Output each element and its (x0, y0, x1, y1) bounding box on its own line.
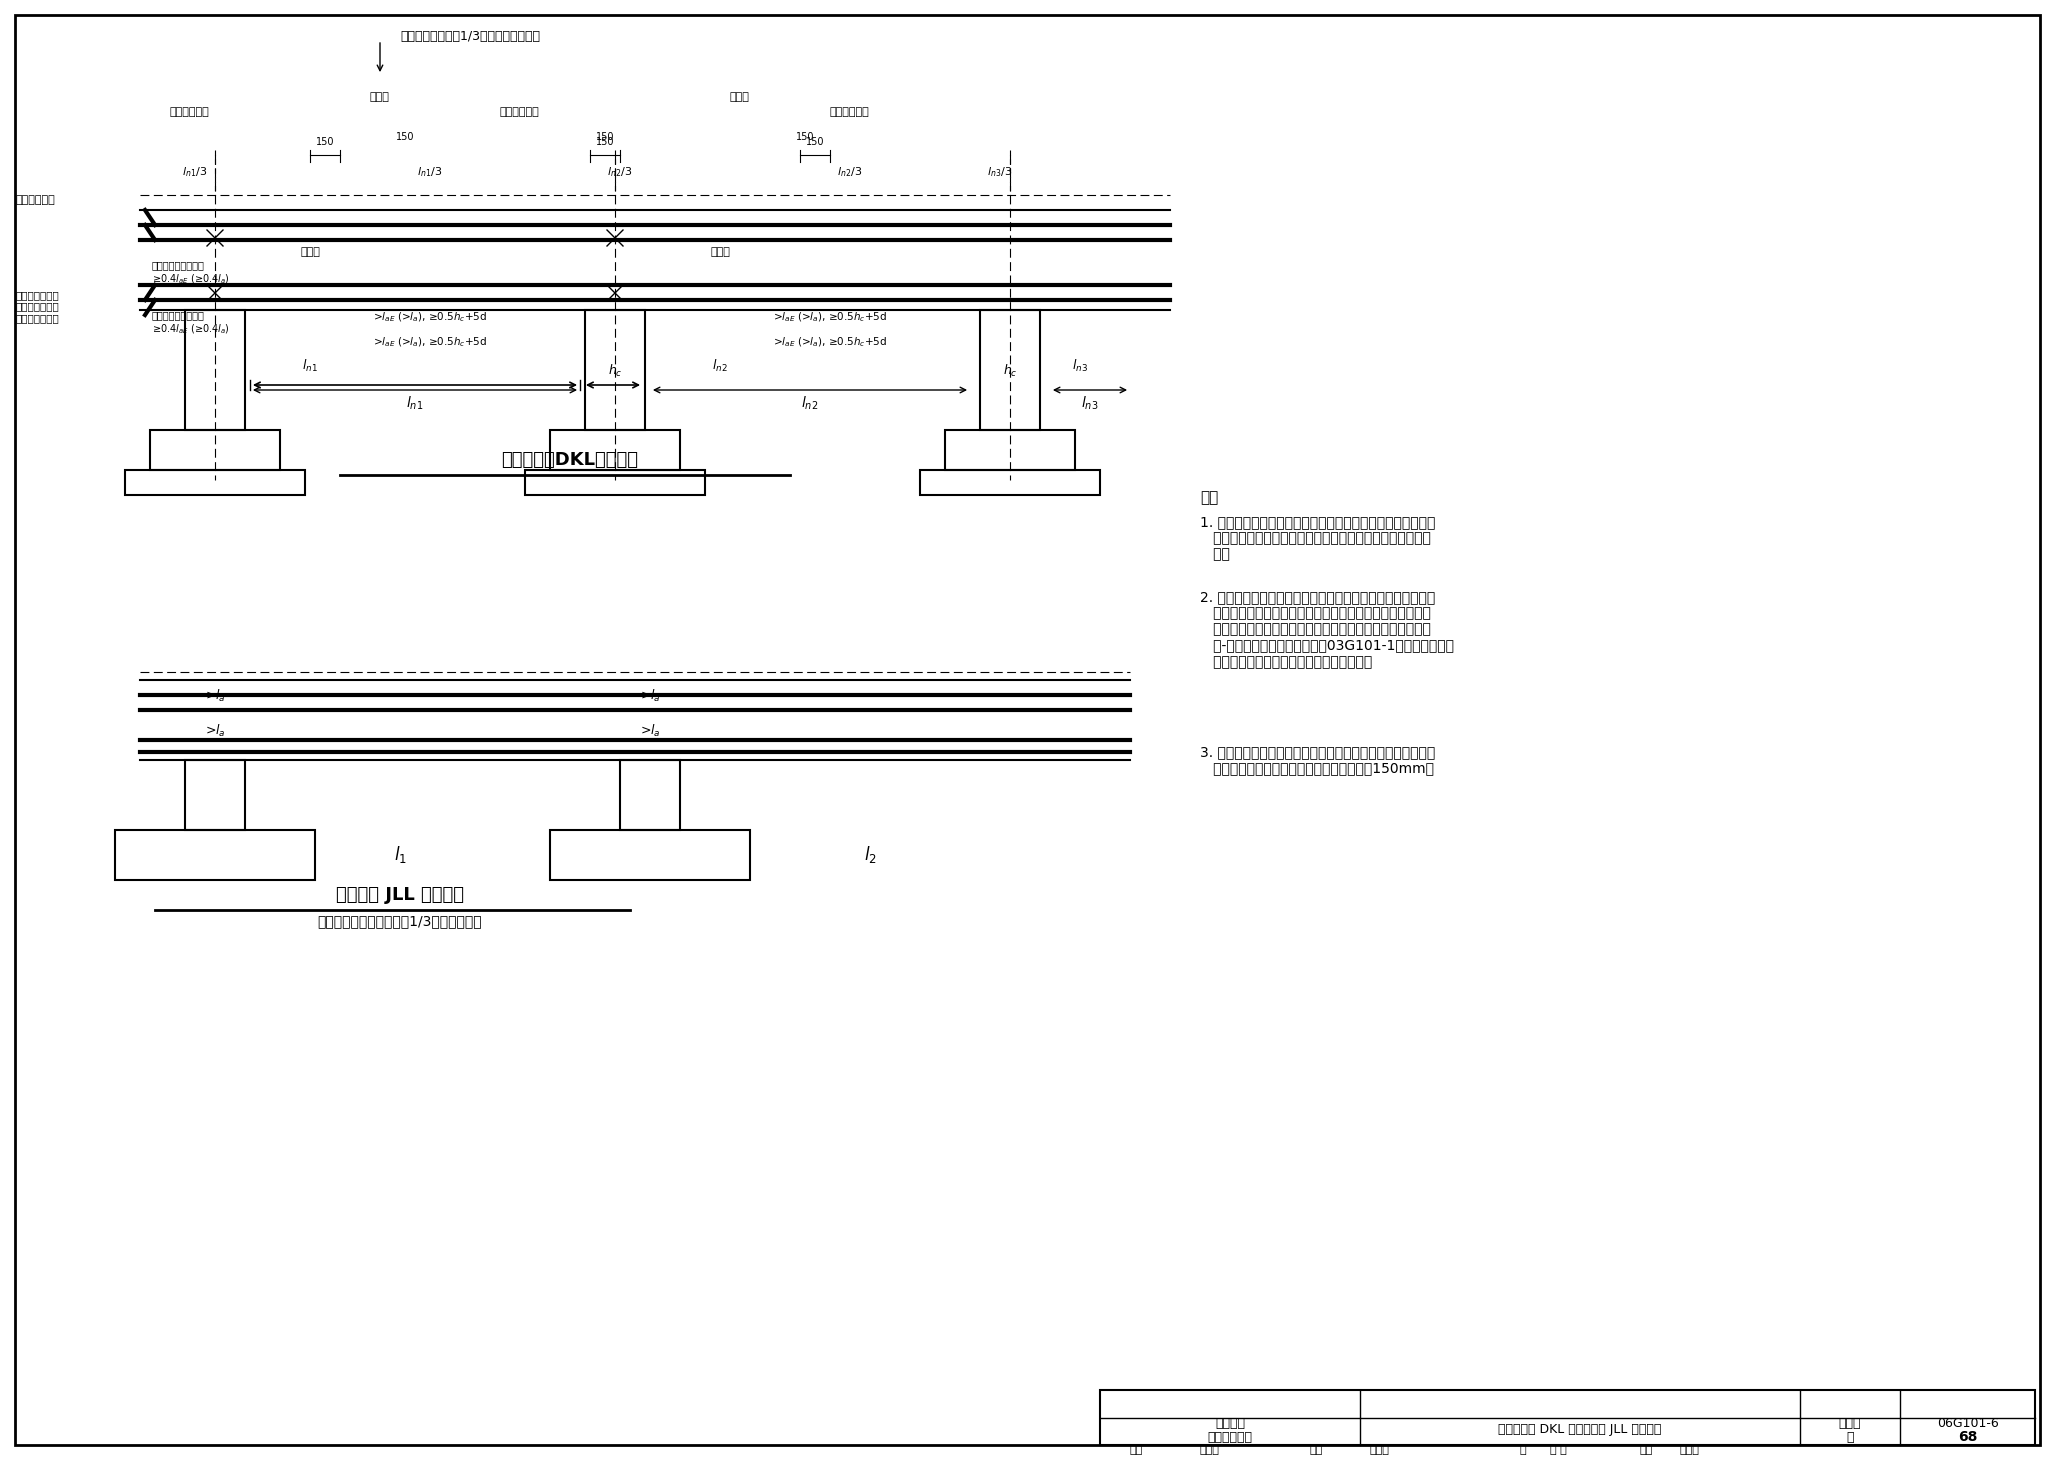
Text: 第二部分: 第二部分 (1214, 1418, 1245, 1429)
Text: 150: 150 (596, 133, 614, 141)
Text: （梁上部纵筋也可在跨中1/3范围内连接）: （梁上部纵筋也可在跨中1/3范围内连接） (317, 914, 483, 928)
Text: 基 祥: 基 祥 (1550, 1445, 1567, 1456)
Text: $l_2$: $l_2$ (864, 844, 877, 865)
Text: 贯通筋: 贯通筋 (711, 248, 729, 256)
Text: 地下框架梁 DKL 和基础连梁 JLL 纵筋构造: 地下框架梁 DKL 和基础连梁 JLL 纵筋构造 (1499, 1423, 1661, 1437)
Text: 陈青来: 陈青来 (1679, 1445, 1700, 1456)
Text: $h_c$: $h_c$ (1004, 363, 1018, 379)
Text: $l_{n2}$: $l_{n2}$ (801, 395, 819, 412)
Text: $l_{n3}$: $l_{n3}$ (1081, 395, 1098, 412)
Text: $l_1$: $l_1$ (393, 844, 406, 865)
Text: 上部非贯通筋: 上部非贯通筋 (829, 106, 870, 117)
Text: 150: 150 (805, 137, 823, 147)
Text: 3. 当地下框架梁上部贯通筋根数少于箍筋肢数时，需设置附加
   架立筋。附加架立筋与非贯通纵筋构造搭接150mm。: 3. 当地下框架梁上部贯通筋根数少于箍筋肢数时，需设置附加 架立筋。附加架立筋与… (1200, 745, 1436, 775)
Text: 底层地面标高: 底层地面标高 (14, 195, 55, 205)
Text: 150: 150 (395, 133, 414, 141)
Text: 贯通筋: 贯通筋 (301, 248, 319, 256)
Text: $l_{n1}/3$: $l_{n1}/3$ (182, 165, 207, 179)
Text: 陈劲幢: 陈劲幢 (1200, 1445, 1221, 1456)
Text: 06G101-6: 06G101-6 (1937, 1418, 1999, 1429)
Text: $l_{n2}$: $l_{n2}$ (713, 358, 727, 374)
Text: >$l_a$: >$l_a$ (205, 723, 225, 739)
Text: 架立筋: 架立筋 (729, 92, 750, 102)
Text: 刘其祥: 刘其祥 (1370, 1445, 1391, 1456)
Text: >$l_a$: >$l_a$ (205, 688, 225, 704)
Text: >$l_{aE}$ (>$l_a$), ≥0.5$h_c$+5d: >$l_{aE}$ (>$l_a$), ≥0.5$h_c$+5d (373, 335, 487, 348)
Text: 上部非贯通筋: 上部非贯通筋 (500, 106, 541, 117)
Text: 2. 柱纵筋在地下框架梁顶面以上的连接，应满足上部结构底层
   框架柱的连接要求。详见《混凝土结构施工图平面整体表示
   方法制图规则和构造详图》（现浇混凝: 2. 柱纵筋在地下框架梁顶面以上的连接，应满足上部结构底层 框架柱的连接要求。详… (1200, 590, 1454, 669)
Text: >$l_{aE}$ (>$l_a$), ≥0.5$h_c$+5d: >$l_{aE}$ (>$l_a$), ≥0.5$h_c$+5d (772, 335, 887, 348)
Text: 150: 150 (596, 137, 614, 147)
Text: 标准构造详图: 标准构造详图 (1208, 1431, 1253, 1444)
Text: >$l_a$: >$l_a$ (639, 688, 659, 704)
Text: $l_{n1}$: $l_{n1}$ (303, 358, 317, 374)
Text: >$l_{aE}$ (>$l_a$), ≥0.5$h_c$+5d: >$l_{aE}$ (>$l_a$), ≥0.5$h_c$+5d (772, 310, 887, 323)
Text: $l_{n1}/3$: $l_{n1}/3$ (418, 165, 442, 179)
Text: 68: 68 (1958, 1429, 1978, 1444)
Text: 伸至柱纵筋内侧，且
≥0.4$l_{aE}$ (≥0.4$l_a$): 伸至柱纵筋内侧，且 ≥0.4$l_{aE}$ (≥0.4$l_a$) (152, 259, 229, 286)
Text: $l_{n3}/3$: $l_{n3}/3$ (987, 165, 1012, 179)
Text: 校对: 校对 (1311, 1445, 1323, 1456)
Text: 审核: 审核 (1130, 1445, 1143, 1456)
Text: $l_{n2}/3$: $l_{n2}/3$ (608, 165, 633, 179)
Text: 制: 制 (1520, 1445, 1526, 1456)
Text: 当为非抗震且施
工缝不留在梁底
时弯钩可以朝下: 当为非抗震且施 工缝不留在梁底 时弯钩可以朝下 (14, 290, 59, 323)
Text: 图集号: 图集号 (1839, 1418, 1862, 1429)
Text: $h_c$: $h_c$ (608, 363, 623, 379)
Text: 基础连梁 JLL 纵筋构造: 基础连梁 JLL 纵筋构造 (336, 886, 465, 903)
Text: 架立筋: 架立筋 (371, 92, 389, 102)
Text: 设计: 设计 (1640, 1445, 1653, 1456)
Text: 1. 当框架柱两边的地下框架梁纵筋交错锚固时，宜采用非接触
   锚固方式，以确保混凝土浇筑密实，使钢筋锚固效果达到要
   求。: 1. 当框架柱两边的地下框架梁纵筋交错锚固时，宜采用非接触 锚固方式，以确保混凝… (1200, 514, 1436, 561)
Text: >$l_{aE}$ (>$l_a$), ≥0.5$h_c$+5d: >$l_{aE}$ (>$l_a$), ≥0.5$h_c$+5d (373, 310, 487, 323)
Text: 页: 页 (1845, 1431, 1853, 1444)
Text: $l_{n2}/3$: $l_{n2}/3$ (838, 165, 862, 179)
Text: 150: 150 (797, 133, 815, 141)
Text: $l_{n3}$: $l_{n3}$ (1071, 358, 1087, 374)
Text: 上部贯通筋在跨中1/3净跨范围交错连接: 上部贯通筋在跨中1/3净跨范围交错连接 (399, 31, 541, 44)
Text: 地下框架梁DKL纵筋构造: 地下框架梁DKL纵筋构造 (502, 452, 639, 469)
Text: $l_{n1}$: $l_{n1}$ (406, 395, 424, 412)
Text: 上部非贯通筋: 上部非贯通筋 (170, 106, 209, 117)
Text: >$l_a$: >$l_a$ (639, 723, 659, 739)
Text: 伸至柱纵筋内侧，且
≥0.4$l_{aE}$ (≥0.4$l_a$): 伸至柱纵筋内侧，且 ≥0.4$l_{aE}$ (≥0.4$l_a$) (152, 310, 229, 335)
Text: 150: 150 (315, 137, 334, 147)
Text: 注：: 注： (1200, 490, 1219, 506)
